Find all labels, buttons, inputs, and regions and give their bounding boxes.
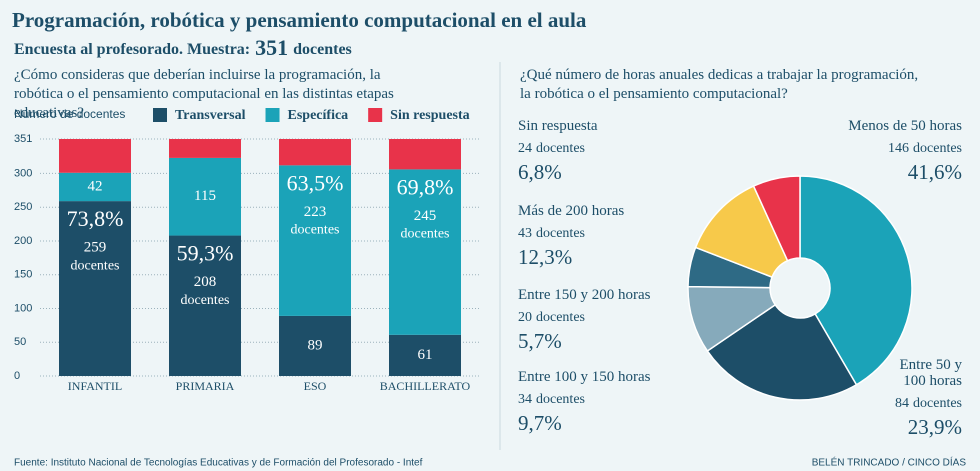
x-tick-label: PRIMARIA — [176, 379, 235, 393]
value-label: 259 — [84, 240, 107, 256]
count-value: 20 — [518, 310, 532, 325]
subtitle-text: Encuesta al profesorado. Muestra: — [14, 41, 250, 58]
x-tick-label: BACHILLERATO — [380, 379, 471, 393]
bar-segment — [169, 235, 241, 376]
percent-label: 63,5% — [287, 170, 344, 195]
value-label: 115 — [194, 188, 216, 204]
bar-segment — [389, 139, 461, 170]
count-unit: docentes — [536, 226, 585, 241]
y-tick-label: 300 — [14, 167, 32, 179]
percent-label: 73,8% — [67, 206, 124, 231]
slice-value-label: 9,7% — [518, 411, 562, 435]
donut-slice — [799, 175, 913, 386]
slice-value-label: 23,9% — [908, 415, 962, 439]
count-value: 34 — [518, 392, 532, 407]
subtitle: Encuesta al profesorado. Muestra: 351 doce… — [14, 35, 352, 60]
percent-label: 69,8% — [397, 174, 454, 199]
slice-count: 34 docentes — [518, 392, 585, 407]
title: Programación, robótica y pensamiento com… — [12, 8, 587, 32]
y-tick-label: 200 — [14, 235, 32, 247]
donut-slice — [752, 175, 801, 262]
slice-label: Entre 150 y 200 horas — [518, 287, 651, 303]
donut-slice — [706, 303, 858, 401]
bar-segment — [169, 157, 241, 236]
bar-segment — [59, 201, 131, 376]
count-unit: docentes — [536, 310, 585, 325]
unit-label: docentes — [181, 293, 230, 308]
sample-unit: docentes — [293, 41, 352, 58]
bar-segment — [279, 139, 351, 166]
legend-label: Sin respuesta — [390, 108, 469, 123]
value-label: 208 — [194, 274, 217, 290]
x-tick-label: INFANTIL — [68, 379, 122, 393]
bar-segment — [389, 169, 461, 335]
bar-segment — [279, 165, 351, 316]
y-tick-label: 50 — [14, 336, 26, 348]
legend-label: Específica — [288, 108, 349, 123]
slice-value-label: 12,3% — [518, 245, 572, 269]
slice-label: Entre 100 y 150 horas — [518, 369, 651, 385]
count-unit: docentes — [536, 141, 585, 156]
slice-value-label: 5,7% — [518, 329, 562, 353]
sample: 351 — [255, 35, 288, 60]
legend-swatch — [153, 108, 167, 122]
bar-segment — [169, 139, 241, 158]
slice-count: 43 docentes — [518, 226, 585, 241]
source: Fuente: Instituto Nacional de Tecnología… — [14, 458, 423, 469]
credit: BELÉN TRINCADO / CINCO DÍAS — [812, 456, 967, 469]
count-unit: docentes — [913, 141, 962, 156]
value-label: 223 — [304, 204, 327, 220]
y-tick-label: 0 — [14, 370, 20, 382]
unit-label: docentes — [291, 223, 340, 238]
y-axis-label: Número de docentes — [14, 107, 125, 121]
count-value: 146 — [888, 141, 909, 156]
value-label: 89 — [308, 337, 323, 353]
percent-label: 59,3% — [177, 241, 234, 266]
unit-label: docentes — [401, 227, 450, 242]
slice-label: Sin respuesta — [518, 118, 598, 134]
slice-label: Entre 50 y 100 horas — [900, 357, 963, 389]
value-label: 42 — [88, 178, 103, 194]
count-value: 43 — [518, 226, 532, 241]
x-tick-label: ESO — [304, 379, 327, 393]
slice-label: Más de 200 horas — [518, 203, 624, 219]
slice-label: Menos de 50 horas — [848, 118, 962, 134]
count-value: 84 — [895, 396, 909, 411]
slice-count: 24 docentes — [518, 141, 585, 156]
value-label: 61 — [418, 347, 433, 363]
bar-segment — [59, 172, 131, 202]
slice-count: 146 docentes — [888, 141, 962, 156]
count-unit: docentes — [913, 396, 962, 411]
slice-value-label: 6,8% — [518, 160, 562, 184]
bar-segment — [59, 139, 131, 173]
value-label: 245 — [414, 208, 437, 224]
slice-count: 84 docentes — [895, 396, 962, 411]
y-tick-label: 351 — [14, 133, 32, 145]
question: ¿Cómo consideras que deberían incluirse … — [14, 67, 394, 121]
slice-value-label: 41,6% — [908, 160, 962, 184]
y-tick-label: 150 — [14, 269, 32, 281]
count-value: 24 — [518, 141, 532, 156]
y-tick-label: 100 — [14, 302, 32, 314]
legend-swatch — [368, 108, 383, 122]
slice-count: 20 docentes — [518, 310, 585, 325]
bar-segment — [389, 334, 461, 376]
question: ¿Qué número de horas anuales dedicas a t… — [520, 67, 918, 102]
count-unit: docentes — [536, 392, 585, 407]
legend-label: Transversal — [175, 108, 246, 123]
y-tick-label: 250 — [14, 201, 32, 213]
unit-label: docentes — [71, 258, 120, 273]
bar-segment — [279, 315, 351, 376]
legend-swatch — [265, 108, 280, 122]
